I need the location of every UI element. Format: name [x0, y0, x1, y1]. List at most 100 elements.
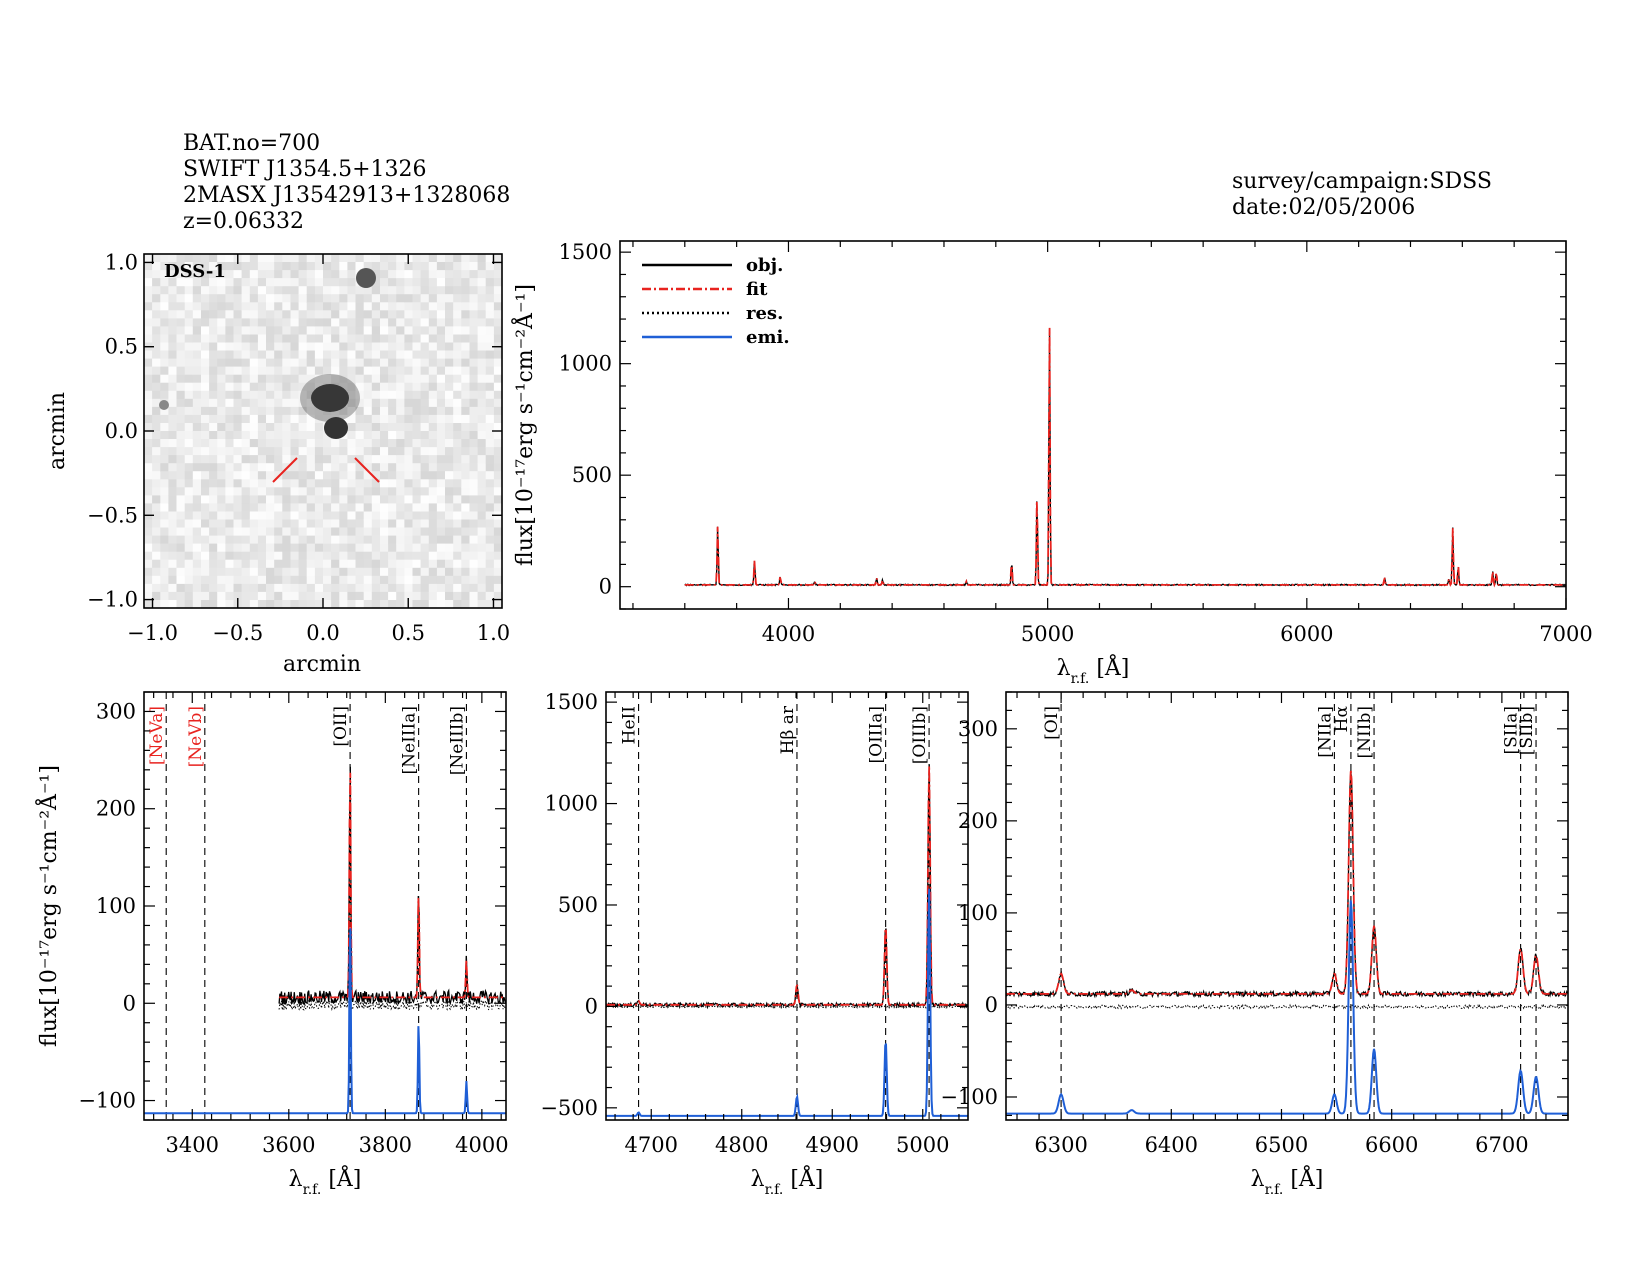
dss-pixel: [388, 326, 397, 335]
dss-pixel: [461, 302, 470, 311]
dss-pixel: [436, 374, 446, 384]
dss-pixel: [233, 463, 243, 472]
dss-pixel: [388, 334, 397, 344]
dss-pixel: [396, 431, 405, 440]
dss-pixel: [388, 310, 397, 319]
dss-pixel: [477, 342, 487, 352]
dss-pixel: [371, 431, 381, 440]
dss-pixel: [152, 511, 161, 521]
dss-pixel: [282, 254, 291, 263]
dss-pixel: [428, 382, 438, 392]
dss-pixel: [485, 447, 495, 456]
dss-pixel: [371, 575, 381, 585]
dss-pixel: [168, 366, 178, 376]
dss-pixel: [420, 398, 430, 408]
dss-pixel: [396, 278, 405, 287]
dss-pixel: [428, 318, 438, 327]
dss-pixel: [380, 583, 389, 593]
dss-pixel: [225, 591, 235, 601]
dss-pixel: [477, 318, 487, 327]
dss-pixel: [257, 431, 267, 440]
dss-pixel: [152, 334, 161, 344]
ytick-label: 100: [958, 901, 998, 925]
dss-pixel: [144, 431, 153, 440]
dss-pixel: [477, 591, 487, 601]
dss-pixel: [355, 583, 365, 593]
dss-pixel: [493, 326, 503, 335]
dss-pixel: [388, 294, 397, 303]
dss-pixel: [428, 559, 438, 569]
dss-pixel: [428, 358, 438, 368]
dss-pixel: [266, 382, 275, 392]
dss-pixel: [225, 471, 235, 480]
dss-pixel: [469, 551, 479, 561]
dss-pixel: [241, 519, 251, 529]
dss-pixel: [241, 326, 251, 335]
dss-pixel: [257, 511, 267, 521]
dss-pixel: [355, 390, 365, 400]
dss-pixel: [485, 535, 495, 545]
dss-pixel: [477, 463, 487, 472]
dss-pixel: [469, 431, 479, 440]
dss-pixel: [192, 390, 202, 400]
dss-pixel: [428, 366, 438, 376]
dss-pixel: [209, 511, 218, 521]
dss-pixel: [217, 583, 226, 593]
dss-pixel: [453, 535, 462, 545]
dss-pixel: [323, 358, 332, 368]
dss-pixel: [306, 511, 316, 521]
dss-pixel: [428, 479, 438, 488]
dss-pixel: [412, 270, 422, 279]
dss-pixel: [380, 567, 389, 577]
dss-pixel: [241, 511, 251, 521]
dss-pixel: [355, 334, 365, 344]
dss-pixel: [493, 487, 503, 496]
dss-pixel: [192, 535, 202, 545]
dss-pixel: [493, 406, 503, 416]
dss-pixel: [485, 254, 495, 263]
dss-pixel: [485, 382, 495, 392]
dss-pixel: [347, 270, 357, 279]
dss-pixel: [176, 342, 186, 352]
dss-pixel: [241, 406, 251, 416]
dss-pixel: [274, 551, 283, 561]
dss-pixel: [274, 366, 283, 376]
dss-pixel: [314, 286, 324, 295]
dss-pixel: [290, 398, 300, 408]
dss-pixel: [274, 503, 283, 512]
dss-pixel: [209, 487, 218, 496]
dss-pixel: [412, 398, 422, 408]
line-marker-label: Hα: [1332, 705, 1352, 732]
ytick-label: 300: [958, 717, 998, 741]
dss-pixel: [249, 447, 259, 456]
dss-pixel: [192, 471, 202, 480]
dss-pixel: [217, 559, 226, 569]
dss-pixel: [233, 511, 243, 521]
field-source: [159, 400, 169, 410]
dss-pixel: [453, 455, 462, 464]
dss-pixel: [485, 511, 495, 521]
dss-pixel: [152, 318, 161, 327]
dss-pixel: [233, 503, 243, 512]
dss-pixel: [152, 294, 161, 303]
fit-series: [606, 765, 968, 1006]
dss-pixel: [306, 286, 316, 295]
dss-pixel: [485, 318, 495, 327]
ytick-label: −100: [78, 1089, 136, 1113]
dss-pixel: [477, 439, 487, 448]
dss-pixel: [306, 567, 316, 577]
dss-pixel: [168, 350, 178, 360]
dss-pixel: [257, 382, 267, 392]
dss-pixel: [323, 511, 332, 521]
dss-pixel: [412, 511, 422, 521]
dss-pixel: [160, 390, 169, 400]
dss-pixel: [445, 535, 454, 545]
dss-pixel: [192, 439, 202, 448]
dss-pixel: [184, 414, 194, 424]
dss-pixel: [461, 262, 470, 271]
object-series: [1006, 770, 1568, 999]
dss-pixel: [339, 374, 348, 384]
dss-pixel: [493, 318, 503, 327]
dss-pixel: [209, 567, 218, 577]
